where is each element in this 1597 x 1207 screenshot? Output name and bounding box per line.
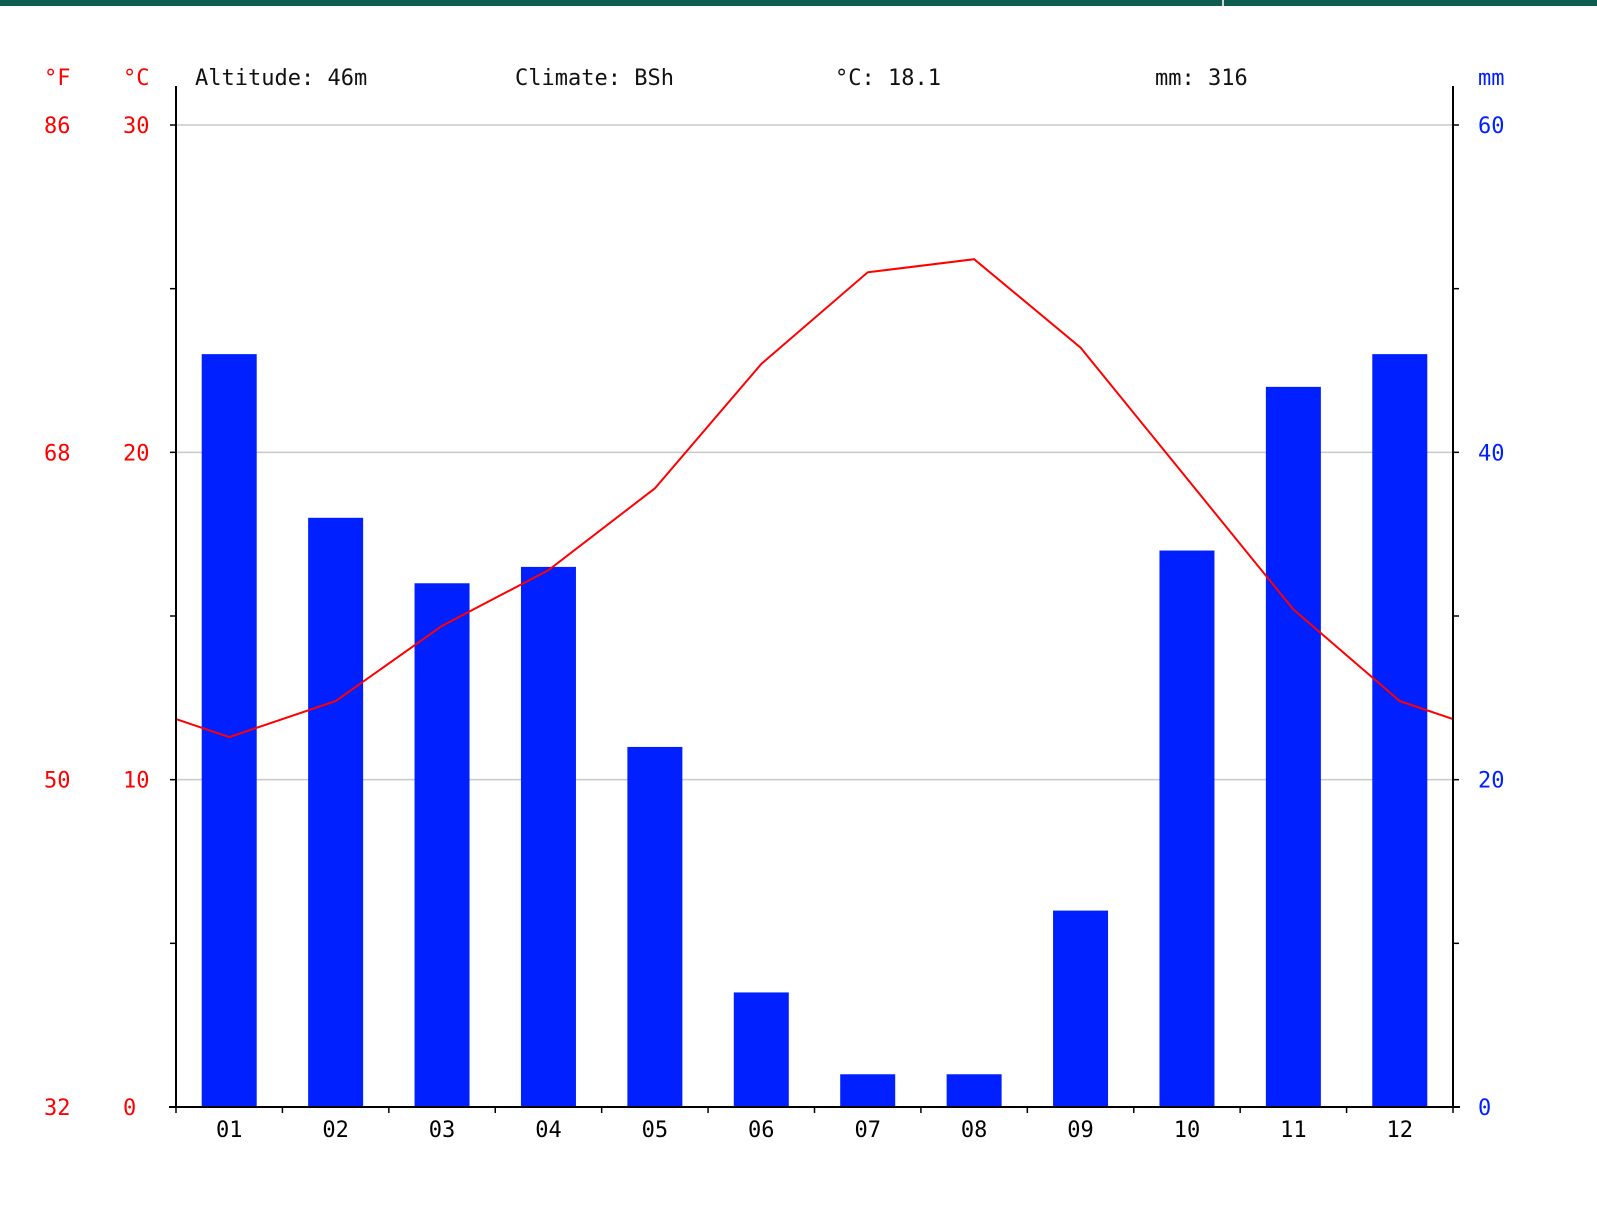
precipitation-bar (627, 746, 683, 1107)
precip-tick-label: 0 (1478, 1096, 1491, 1121)
month-tick-label: 06 (748, 1118, 775, 1143)
temperature-line (175, 258, 1454, 739)
month-tick-label: 07 (854, 1118, 881, 1143)
precip-tick-label: 40 (1478, 441, 1505, 466)
precipitation-bar (1372, 354, 1428, 1108)
precipitation-bar (840, 1074, 896, 1107)
precipitation-bar (946, 1074, 1002, 1107)
grid-lines (176, 124, 1453, 781)
month-tick-label: 09 (1067, 1118, 1094, 1143)
axes (169, 86, 1460, 1113)
month-tick-label: 10 (1174, 1118, 1201, 1143)
fahrenheit-tick-label: 32 (44, 1096, 71, 1121)
precip-tick-label: 20 (1478, 769, 1505, 794)
precipitation-bar (1053, 910, 1109, 1107)
month-tick-label: 11 (1280, 1118, 1307, 1143)
precipitation-bar (520, 566, 576, 1107)
precipitation-bar (1159, 550, 1215, 1107)
month-tick-label: 03 (429, 1118, 456, 1143)
top-header-divider (1222, 0, 1224, 6)
total-precipitation-label: mm: 316 (1155, 66, 1248, 91)
fahrenheit-axis-unit: °F (44, 66, 71, 91)
precipitation-bars (201, 354, 1428, 1108)
celsius-tick-label: 0 (123, 1096, 136, 1121)
celsius-tick-label: 10 (123, 769, 150, 794)
precipitation-bar (733, 992, 789, 1107)
precip-axis-unit: mm (1478, 66, 1505, 91)
celsius-tick-label: 20 (123, 441, 150, 466)
top-header-bar (0, 0, 1597, 6)
celsius-axis-unit: °C (123, 66, 150, 91)
fahrenheit-tick-label: 68 (44, 441, 71, 466)
precipitation-bar (1265, 386, 1321, 1107)
celsius-tick-label: 30 (123, 114, 150, 139)
mean-temperature-label: °C: 18.1 (835, 66, 941, 91)
fahrenheit-tick-label: 50 (44, 769, 71, 794)
altitude-label: Altitude: 46m (195, 66, 367, 91)
month-tick-label: 01 (216, 1118, 243, 1143)
month-tick-label: 02 (322, 1118, 349, 1143)
precipitation-bar (308, 517, 364, 1107)
month-tick-label: 05 (642, 1118, 669, 1143)
climate-label: Climate: BSh (515, 66, 674, 91)
month-tick-label: 08 (961, 1118, 988, 1143)
fahrenheit-tick-label: 86 (44, 114, 71, 139)
precip-tick-label: 60 (1478, 114, 1505, 139)
precipitation-bar (414, 583, 470, 1107)
month-tick-label: 12 (1387, 1118, 1414, 1143)
tick-labels: 0 32 10 50 20 68 30 86 0 20 40 60 01 02 03 04 05 06 07 08 09… (44, 114, 1505, 1143)
month-tick-label: 04 (535, 1118, 562, 1143)
